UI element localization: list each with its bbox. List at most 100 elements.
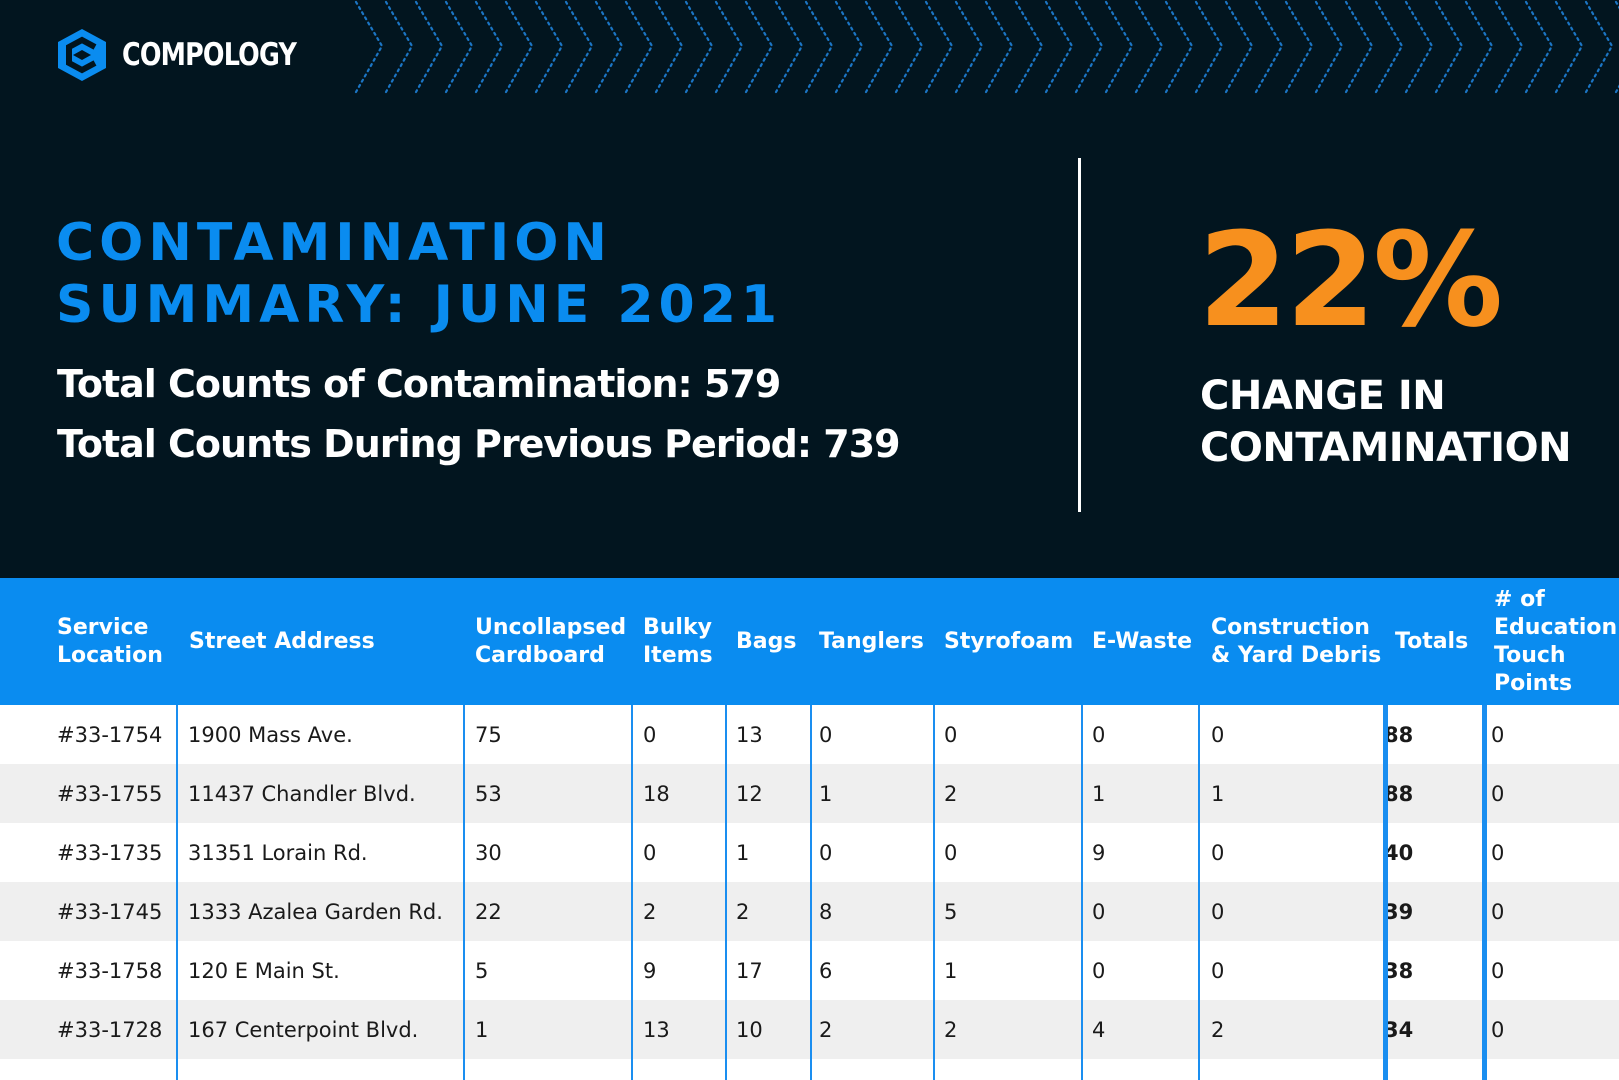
cell-e-waste: 9 [1092,840,1106,865]
cell-totals: 40 [1384,840,1414,865]
cell-construction-yard-debris: 0 [1211,958,1225,983]
cell-construction-yard-debris: 2 [1211,1017,1225,1042]
compology-logo-icon [58,29,106,81]
cell-bulky-items: 0 [643,722,657,747]
cell-tanglers: 0 [819,840,833,865]
cell-service-location: #33-1745 [57,899,163,924]
column-divider [176,705,178,1080]
column-header-service-location: Service Location [57,614,163,668]
cell-street-address: 120 E Main St. [188,958,340,983]
cell-bulky-items: 2 [643,899,657,924]
cell-bags: 1 [736,840,750,865]
cell-totals: 39 [1384,899,1414,924]
column-header-education-touch-points: # of Education Touch Points [1494,586,1618,696]
column-header-totals: Totals [1395,628,1469,654]
column-divider [933,705,935,1080]
cell-construction-yard-debris: 0 [1211,899,1225,924]
column-header-construction-yard-debris: Construction & Yard Debris [1211,614,1382,668]
cell-tanglers: 8 [819,899,833,924]
cell-bags: 2 [736,899,750,924]
cell-education-touch-points: 0 [1491,899,1505,924]
cell-street-address: 1900 Mass Ave. [188,722,353,747]
cell-education-touch-points: 0 [1491,958,1505,983]
chevron-pattern-decoration [354,0,1619,94]
cell-service-location: #33-1735 [57,840,163,865]
cell-uncollapsed-cardboard: 22 [475,899,502,924]
cell-bulky-items: 0 [643,840,657,865]
summary-title: CONTAMINATION SUMMARY: JUNE 2021 [56,212,782,336]
cell-styrofoam: 0 [944,840,958,865]
cell-totals: 88 [1384,722,1414,747]
cell-e-waste: 4 [1092,1017,1106,1042]
table-row: #33-1728 167 Centerpoint Blvd. 1 13 10 2 2 4 2 34… [0,1000,1619,1059]
cell-styrofoam: 5 [944,899,958,924]
table-row: #33-1735 31351 Lorain Rd. 30 0 1 0 0 9 0 40 0 [0,823,1619,882]
cell-street-address: 1333 Azalea Garden Rd. [188,899,443,924]
column-divider [463,705,465,1080]
brand-logo: COMPOLOGY [56,28,334,82]
cell-uncollapsed-cardboard: 30 [475,840,502,865]
cell-education-touch-points: 0 [1491,781,1505,806]
column-divider [1383,705,1388,1080]
cell-uncollapsed-cardboard: 5 [475,958,489,983]
column-header-street-address: Street Address [189,628,375,654]
brand-name: COMPOLOGY [122,37,297,73]
cell-construction-yard-debris: 1 [1211,781,1225,806]
cell-bags: 17 [736,958,763,983]
cell-bags: 12 [736,781,763,806]
cell-e-waste: 0 [1092,958,1106,983]
cell-bulky-items: 9 [643,958,657,983]
column-divider [810,705,812,1080]
summary-totals: Total Counts of Contamination: 579 Total… [57,354,901,474]
cell-street-address: 31351 Lorain Rd. [188,840,368,865]
cell-e-waste: 1 [1092,781,1106,806]
column-divider [1081,705,1083,1080]
cell-bulky-items: 13 [643,1017,670,1042]
cell-street-address: 167 Centerpoint Blvd. [188,1017,419,1042]
change-percent: 22% [1198,204,1503,356]
cell-styrofoam: 2 [944,1017,958,1042]
cell-totals: 88 [1384,781,1414,806]
cell-bags: 10 [736,1017,763,1042]
cell-service-location: #33-1754 [57,722,163,747]
column-divider [1198,705,1200,1080]
header-divider [1078,158,1081,512]
cell-tanglers: 0 [819,722,833,747]
column-divider [631,705,633,1080]
cell-styrofoam: 1 [944,958,958,983]
cell-bulky-items: 18 [643,781,670,806]
change-label: CHANGE IN CONTAMINATION [1200,370,1572,474]
table-row: #33-1758 120 E Main St. 5 9 17 6 1 0 0 38 0 [0,941,1619,1000]
change-label-line2: CONTAMINATION [1200,425,1572,471]
cell-education-touch-points: 0 [1491,722,1505,747]
cell-uncollapsed-cardboard: 53 [475,781,502,806]
cell-totals: 34 [1384,1017,1414,1042]
column-divider [725,705,727,1080]
cell-education-touch-points: 0 [1491,840,1505,865]
column-header-styrofoam: Styrofoam [944,628,1074,654]
table-header: Service Location Street Address Uncollapse… [0,578,1619,705]
cell-bags: 13 [736,722,763,747]
cell-education-touch-points: 0 [1491,1017,1505,1042]
cell-e-waste: 0 [1092,899,1106,924]
cell-construction-yard-debris: 0 [1211,722,1225,747]
table-row: #33-1754 1900 Mass Ave. 75 0 13 0 0 0 0 88 0 [0,705,1619,764]
column-divider [1482,705,1487,1080]
column-header-tanglers: Tanglers [819,628,924,654]
cell-uncollapsed-cardboard: 75 [475,722,502,747]
cell-service-location: #33-1758 [57,958,163,983]
column-header-bulky-items: Bulky Items [643,614,713,668]
cell-construction-yard-debris: 0 [1211,840,1225,865]
table-body: #33-1754 1900 Mass Ave. 75 0 13 0 0 0 0 88 0 #33-17… [0,705,1619,1080]
cell-totals: 38 [1384,958,1414,983]
column-header-uncollapsed-cardboard: Uncollapsed Cardboard [475,614,627,668]
cell-e-waste: 0 [1092,722,1106,747]
cell-styrofoam: 0 [944,722,958,747]
cell-uncollapsed-cardboard: 1 [475,1017,489,1042]
cell-service-location: #33-1755 [57,781,163,806]
cell-service-location: #33-1728 [57,1017,163,1042]
column-header-bags: Bags [736,628,797,654]
report-header: COMPOLOGY CONTAMINATION SUMMARY: JUNE 20… [56,0,1619,512]
summary-title-line1: CONTAMINATION [56,213,612,273]
cell-tanglers: 6 [819,958,833,983]
